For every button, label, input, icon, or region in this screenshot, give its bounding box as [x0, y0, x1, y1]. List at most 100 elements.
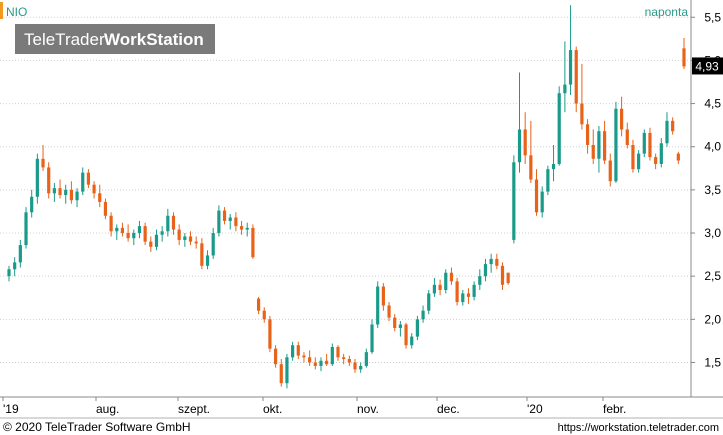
- candle: [495, 253, 499, 270]
- candle-body: [92, 184, 96, 194]
- candle: [659, 138, 663, 168]
- candle-body: [517, 129, 522, 163]
- x-tick-label: okt.: [263, 402, 282, 416]
- candle: [194, 236, 198, 249]
- candle: [86, 169, 91, 189]
- candle-body: [302, 355, 306, 358]
- candle-body: [642, 132, 646, 154]
- logo-brand: TeleTrader: [24, 30, 105, 49]
- candle: [279, 359, 283, 387]
- candle: [551, 144, 556, 182]
- candle-body: [120, 227, 125, 234]
- candle: [676, 151, 680, 164]
- candle: [325, 353, 329, 366]
- candle: [546, 165, 550, 196]
- candle: [166, 208, 170, 237]
- candle: [387, 302, 391, 322]
- y-tick-label: 2,0: [704, 312, 721, 326]
- candle-body: [47, 167, 51, 194]
- y-tick-label: 4,0: [704, 140, 721, 154]
- candle: [648, 127, 652, 161]
- candle-body: [620, 108, 624, 130]
- candle-body: [109, 215, 113, 232]
- candle: [132, 229, 136, 246]
- candle: [432, 277, 437, 297]
- teletrader-logo: TeleTrader WorkStation: [15, 24, 215, 54]
- candle-body: [631, 144, 635, 170]
- candle: [483, 258, 488, 282]
- candle: [75, 188, 79, 208]
- candle-body: [245, 227, 249, 230]
- candle: [24, 207, 28, 249]
- accent-bar: [0, 2, 3, 19]
- candle: [347, 355, 351, 366]
- candle-body: [637, 153, 641, 170]
- candle-body: [222, 210, 227, 221]
- candle: [342, 353, 346, 365]
- candle-body: [478, 276, 482, 285]
- candle-body: [75, 191, 79, 201]
- candle-body: [387, 305, 391, 318]
- candle: [200, 238, 204, 270]
- candle-body: [24, 212, 28, 246]
- candle: [631, 139, 635, 173]
- candle: [222, 207, 227, 225]
- candle-body: [200, 243, 204, 266]
- y-tick-label: 1,5: [704, 355, 721, 369]
- candle: [18, 239, 22, 268]
- candle-body: [194, 241, 198, 244]
- candle-body: [432, 284, 437, 294]
- candle-body: [602, 131, 607, 161]
- candle-body: [239, 226, 244, 230]
- candle-body: [256, 298, 261, 311]
- candle: [427, 289, 431, 315]
- source-url[interactable]: https://workstation.teletrader.com: [558, 422, 719, 434]
- candle-body: [671, 120, 675, 132]
- candle: [620, 96, 624, 137]
- y-tick-label: 2,5: [704, 269, 721, 283]
- copyright-text: © 2020 TeleTrader Software GmbH: [3, 420, 191, 434]
- candle-body: [336, 346, 340, 358]
- candle: [466, 288, 471, 304]
- candle-body: [262, 310, 266, 320]
- candle-body: [529, 155, 533, 180]
- candle-body: [126, 233, 130, 239]
- candle: [637, 150, 641, 173]
- candle-body: [18, 245, 22, 263]
- candle: [217, 205, 221, 237]
- candle-body: [171, 215, 176, 230]
- candle: [682, 37, 686, 70]
- candle-body: [330, 346, 334, 365]
- candle: [171, 212, 176, 235]
- candle: [364, 348, 368, 368]
- candle: [47, 162, 51, 199]
- candle-body: [308, 357, 312, 363]
- candle: [534, 169, 539, 216]
- candle-body: [376, 286, 380, 325]
- candle-body: [665, 120, 669, 144]
- candle-body: [557, 93, 561, 164]
- candle-body: [86, 172, 91, 185]
- candle: [585, 119, 590, 154]
- candle: [415, 315, 420, 341]
- candle: [404, 322, 408, 349]
- candle: [608, 153, 612, 187]
- candle: [177, 224, 181, 246]
- candle-body: [659, 143, 663, 164]
- candle-body: [41, 158, 45, 168]
- candle: [205, 250, 210, 270]
- x-tick-label: febr.: [603, 402, 626, 416]
- symbol-label: NIO: [6, 5, 27, 19]
- candle: [319, 357, 323, 372]
- candle-body: [313, 362, 317, 366]
- candle: [568, 5, 573, 95]
- candle-body: [103, 201, 108, 216]
- current-price-marker: 4,93: [692, 57, 723, 75]
- candle: [188, 231, 193, 246]
- candle-body: [415, 319, 420, 337]
- candle: [291, 341, 295, 361]
- candle: [41, 144, 45, 171]
- candle: [115, 224, 119, 240]
